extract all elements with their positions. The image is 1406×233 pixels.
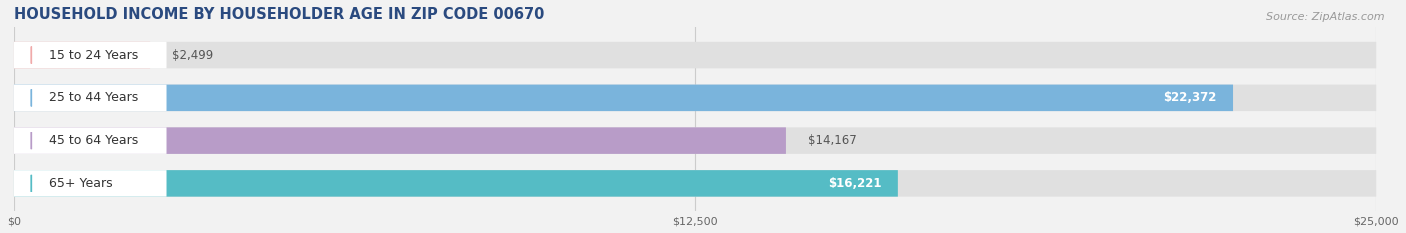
FancyBboxPatch shape bbox=[14, 170, 898, 197]
FancyBboxPatch shape bbox=[14, 170, 1376, 197]
Text: 65+ Years: 65+ Years bbox=[49, 177, 112, 190]
Text: HOUSEHOLD INCOME BY HOUSEHOLDER AGE IN ZIP CODE 00670: HOUSEHOLD INCOME BY HOUSEHOLDER AGE IN Z… bbox=[14, 7, 544, 22]
Text: 15 to 24 Years: 15 to 24 Years bbox=[49, 48, 139, 62]
Text: Source: ZipAtlas.com: Source: ZipAtlas.com bbox=[1267, 12, 1385, 22]
FancyBboxPatch shape bbox=[14, 42, 166, 68]
FancyBboxPatch shape bbox=[14, 170, 166, 197]
Text: $22,372: $22,372 bbox=[1163, 91, 1216, 104]
Text: 25 to 44 Years: 25 to 44 Years bbox=[49, 91, 139, 104]
FancyBboxPatch shape bbox=[14, 42, 150, 68]
FancyBboxPatch shape bbox=[14, 85, 1376, 111]
FancyBboxPatch shape bbox=[14, 85, 1233, 111]
Text: $14,167: $14,167 bbox=[807, 134, 856, 147]
FancyBboxPatch shape bbox=[14, 127, 1376, 154]
FancyBboxPatch shape bbox=[14, 127, 786, 154]
Text: 45 to 64 Years: 45 to 64 Years bbox=[49, 134, 139, 147]
FancyBboxPatch shape bbox=[14, 42, 1376, 68]
FancyBboxPatch shape bbox=[14, 85, 166, 111]
Text: $2,499: $2,499 bbox=[172, 48, 214, 62]
Text: $16,221: $16,221 bbox=[828, 177, 882, 190]
FancyBboxPatch shape bbox=[14, 127, 166, 154]
